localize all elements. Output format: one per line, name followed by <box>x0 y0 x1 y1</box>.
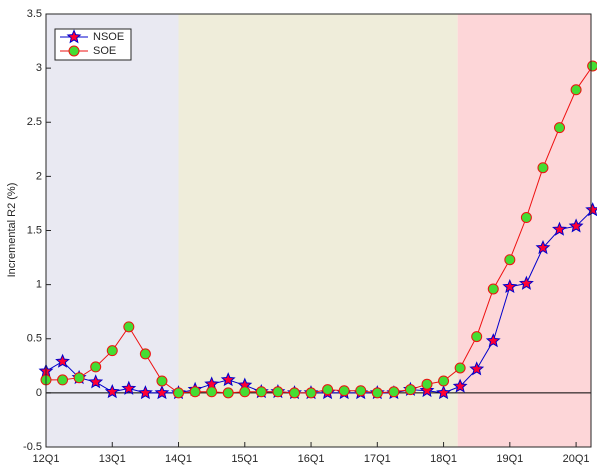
marker <box>371 387 383 399</box>
legend-box <box>54 28 132 61</box>
legend-label: NSOE <box>93 31 124 43</box>
marker <box>454 362 466 374</box>
series-line <box>46 65 594 394</box>
marker <box>568 218 584 233</box>
marker <box>338 385 350 397</box>
x-tick-label: 14Q1 <box>165 453 192 465</box>
marker <box>305 387 317 399</box>
marker <box>173 387 185 399</box>
marker <box>485 333 501 348</box>
marker <box>156 375 168 387</box>
marker <box>585 202 597 217</box>
marker <box>554 122 566 134</box>
x-tick-label: 16Q1 <box>298 453 325 465</box>
x-tick-label: 12Q1 <box>33 453 60 465</box>
marker <box>502 278 518 294</box>
marker <box>421 378 433 390</box>
marker <box>452 378 468 393</box>
y-axis-label: Incremental R2 (%) <box>6 183 18 278</box>
x-tick-label: 18Q1 <box>430 453 457 465</box>
period-shading <box>457 14 591 447</box>
marker <box>88 374 104 389</box>
marker <box>570 84 582 96</box>
marker <box>288 387 300 399</box>
marker <box>73 372 85 384</box>
marker <box>436 385 452 400</box>
y-tick-label: 1.5 <box>27 224 42 236</box>
x-tick-label: 17Q1 <box>364 453 391 465</box>
marker <box>137 385 153 400</box>
marker <box>239 386 251 398</box>
marker <box>272 386 284 398</box>
period-shading <box>46 14 179 447</box>
y-tick-label: 2.5 <box>27 116 42 128</box>
legend-marker <box>68 45 80 57</box>
legend-label: SOE <box>93 45 116 57</box>
marker <box>587 60 597 72</box>
legend-marker <box>66 29 82 44</box>
marker <box>535 239 551 255</box>
marker <box>504 254 516 266</box>
marker <box>206 386 218 398</box>
plot-frame <box>45 13 592 448</box>
marker <box>220 372 236 387</box>
y-tick-label: 0.5 <box>27 333 42 345</box>
y-tick-label: 1 <box>36 279 42 291</box>
marker <box>106 345 118 357</box>
marker <box>90 361 102 373</box>
marker <box>154 385 170 400</box>
marker <box>355 385 367 397</box>
marker <box>388 386 400 398</box>
x-tick-label: 15Q1 <box>231 453 258 465</box>
marker <box>55 353 70 368</box>
marker <box>419 382 435 398</box>
marker <box>438 375 450 387</box>
marker <box>139 348 151 360</box>
y-tick-label: 0 <box>36 387 42 399</box>
x-tick-label: 20Q1 <box>563 453 590 465</box>
y-tick-label: 3.5 <box>27 8 42 20</box>
marker <box>255 386 267 398</box>
marker <box>471 331 483 343</box>
y-tick-label: 3 <box>36 62 42 74</box>
x-tick-label: 19Q1 <box>496 453 523 465</box>
marker <box>469 361 485 376</box>
period-shading <box>178 14 458 447</box>
y-tick-label: 2 <box>36 170 42 182</box>
marker <box>222 387 234 399</box>
marker <box>552 221 567 236</box>
marker <box>518 275 534 290</box>
marker <box>189 386 201 398</box>
marker <box>520 212 532 224</box>
marker <box>121 380 137 395</box>
y-tick-label: -0.5 <box>23 441 42 453</box>
marker <box>57 374 69 386</box>
marker <box>123 321 135 333</box>
x-tick-label: 13Q1 <box>99 453 126 465</box>
marker <box>322 384 334 396</box>
series-line <box>45 209 594 394</box>
marker <box>487 283 499 295</box>
marker <box>104 384 120 399</box>
marker <box>537 162 549 174</box>
marker <box>404 384 416 396</box>
